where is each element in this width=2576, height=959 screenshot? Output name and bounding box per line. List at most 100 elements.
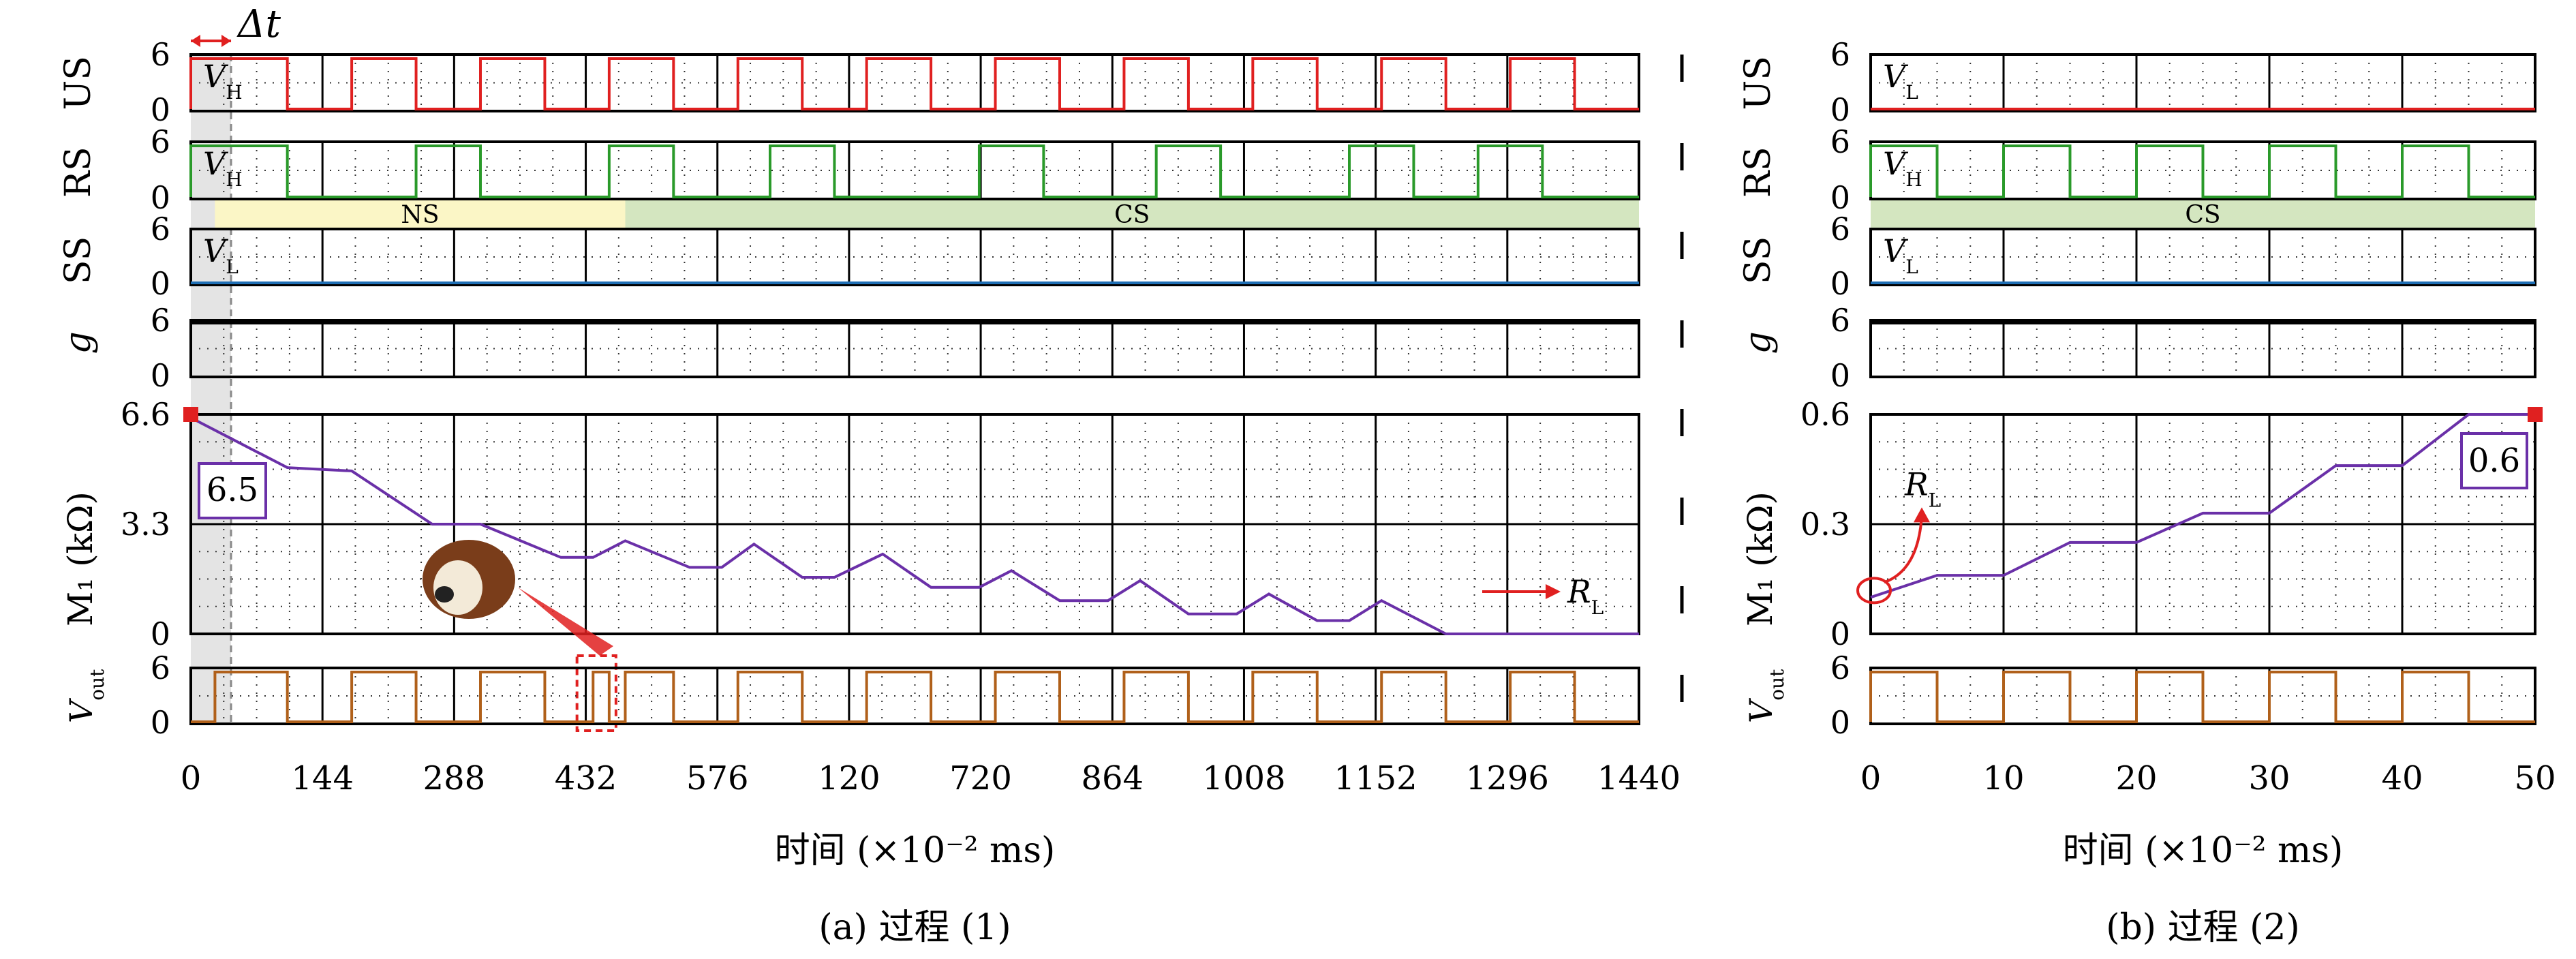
- dog-sticker-pointer: [518, 588, 613, 656]
- strip-SS-ytick: 0: [151, 265, 170, 302]
- memristor-curve: [190, 416, 1639, 635]
- vout-ytick: 6: [151, 650, 170, 686]
- level-label-RS: VH: [203, 145, 243, 191]
- memristor-marker: [183, 407, 198, 422]
- delta-t-label: Δt: [236, 2, 281, 46]
- highlight-box: [575, 654, 617, 732]
- x-tick-label: 0: [1860, 759, 1882, 797]
- level-label-US: VL: [1883, 58, 1918, 104]
- x-axis-label: 时间 (×10⁻² ms): [2063, 830, 2344, 871]
- panel-caption: (b) 过程 (2): [2106, 907, 2300, 948]
- delta-t-shade: [191, 55, 232, 724]
- strip-RS-ytick: 0: [151, 179, 170, 216]
- strip-US-ytick: 6: [1830, 36, 1850, 73]
- vout-ytick: 6: [1830, 650, 1850, 686]
- x-tick-label: 120: [818, 759, 880, 797]
- memristor-ylabel: M₁ (kΩ): [1741, 491, 1780, 626]
- delta-t-arrowheads: [191, 35, 232, 47]
- x-tick-label: 576: [686, 759, 749, 797]
- strip-SS-ytick: 6: [1830, 211, 1850, 247]
- strip-RS-ytick: 0: [1830, 179, 1850, 216]
- waveform-US: [189, 57, 1639, 110]
- dog-sticker-nose: [435, 586, 454, 603]
- strip-RS-ylabel: RS: [58, 147, 99, 198]
- strip-SS-ytick: 6: [151, 211, 170, 247]
- start-value-label: 6.5: [206, 471, 258, 509]
- memristor-marker: [2528, 407, 2543, 422]
- x-axis-label: 时间 (×10⁻² ms): [775, 830, 1056, 871]
- rl-arrowhead: [1546, 584, 1561, 599]
- start-value-box: [198, 462, 267, 519]
- waveform-vout: [191, 671, 1639, 723]
- strip-g-ytick: 0: [151, 357, 170, 394]
- waveform-RS: [1869, 144, 2535, 198]
- level-label-SS: VL: [203, 232, 239, 278]
- level-label-RS: VH: [1883, 145, 1922, 191]
- strip-g-ylabel: g: [1738, 331, 1779, 354]
- strip-g-ytick: 6: [151, 302, 170, 339]
- memristor-ytick: 6.6: [121, 396, 170, 433]
- strip-SS-ytick: 0: [1830, 265, 1850, 302]
- x-tick-label: 10: [1982, 759, 2024, 797]
- x-tick-label: 0: [181, 759, 202, 797]
- strip-g-ytick: 0: [1830, 357, 1850, 394]
- strip-US-ytick: 0: [1830, 91, 1850, 128]
- waveform-vout: [1869, 671, 2535, 723]
- memristor-ytick: 3.3: [121, 506, 170, 543]
- strip-RS-ytick: 6: [151, 123, 170, 160]
- memristor-ylabel: M₁ (kΩ): [61, 491, 100, 626]
- rl-circle: [1856, 577, 1892, 605]
- level-label-SS: VL: [1883, 232, 1918, 278]
- strip-US-ylabel: US: [1738, 56, 1779, 110]
- vout-ytick: 0: [1830, 704, 1850, 741]
- x-tick-label: 1152: [1334, 759, 1417, 797]
- strip-RS-ylabel: RS: [1738, 147, 1779, 198]
- vout-frame: [189, 667, 1640, 725]
- segment-label: CS: [1114, 201, 1150, 229]
- x-tick-label: 432: [555, 759, 617, 797]
- strip-SS-ylabel: SS: [58, 237, 99, 284]
- x-tick-label: 1296: [1466, 759, 1549, 797]
- level-label-US: VH: [203, 58, 243, 104]
- x-tick-label: 720: [949, 759, 1012, 797]
- segment-label: NS: [401, 201, 439, 229]
- strip-US-frame: [1869, 53, 2536, 112]
- segment-band: [625, 200, 1639, 228]
- strip-SS-ylabel: SS: [1738, 237, 1779, 284]
- waveform-RS: [189, 144, 1639, 198]
- segment-band: [215, 200, 626, 228]
- x-tick-label: 864: [1081, 759, 1144, 797]
- x-tick-label: 20: [2115, 759, 2157, 797]
- vout-ylabel: Vout: [1743, 669, 1788, 723]
- vout-ylabel: Vout: [63, 669, 108, 723]
- strip-SS-frame: [1869, 228, 2536, 286]
- vout-ytick: 0: [151, 704, 170, 741]
- rl-arrowhead: [1914, 507, 1930, 523]
- segment-band: [1871, 200, 2535, 228]
- end-value-label: 0.6: [2468, 442, 2520, 480]
- x-tick-label: 40: [2381, 759, 2423, 797]
- rl-label: RL: [1567, 573, 1604, 619]
- x-tick-label: 144: [291, 759, 354, 797]
- panel-caption: (a) 过程 (1): [818, 907, 1011, 948]
- memristor-ytick: 0: [1830, 615, 1850, 652]
- x-tick-label: 30: [2248, 759, 2290, 797]
- memristor-ytick: 0.6: [1800, 396, 1850, 433]
- x-tick-label: 288: [423, 759, 486, 797]
- rl-label: RL: [1904, 466, 1941, 511]
- strip-g-ylabel: g: [58, 331, 99, 354]
- rl-arrow: [1884, 515, 1923, 584]
- strip-US-ytick: 0: [151, 91, 170, 128]
- memristor-curve: [1870, 413, 2535, 599]
- segment-label: CS: [2185, 201, 2220, 229]
- strip-RS-ytick: 6: [1830, 123, 1850, 160]
- x-tick-label: 1008: [1202, 759, 1285, 797]
- strip-SS-frame: [189, 228, 1640, 286]
- end-value-box: [2460, 432, 2528, 489]
- memristor-ytick: 0.3: [1800, 506, 1850, 543]
- strip-g-ytick: 6: [1830, 302, 1850, 339]
